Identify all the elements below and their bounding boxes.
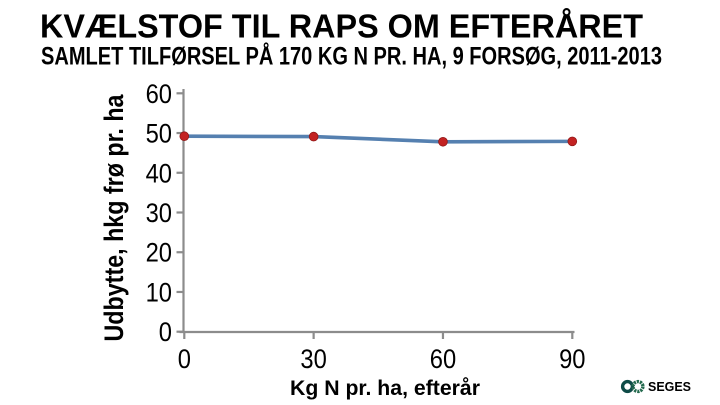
y-tick-label: 60: [146, 79, 172, 109]
logo-ring-right-icon: [631, 379, 645, 394]
x-tick-label: 90: [559, 344, 585, 374]
x-tick-label: 60: [430, 344, 456, 374]
x-tick-label: 30: [300, 344, 326, 374]
y-tick-label: 0: [159, 317, 172, 347]
data-line: [182, 134, 575, 144]
slide-title: KVÆLSTOF TIL RAPS OM EFTERÅRET: [40, 8, 643, 45]
data-series: [179, 131, 578, 147]
x-axis-title: Kg N pr. ha, efterår: [290, 376, 481, 400]
y-tick-label: 30: [146, 198, 172, 228]
y-axis-title: Udbytte, hkg frø pr. ha: [99, 94, 129, 342]
y-tick-label: 50: [146, 119, 172, 149]
data-point: [179, 131, 190, 142]
chart-axes: [176, 89, 575, 339]
y-tick-label: 20: [146, 238, 172, 268]
y-tick-label: 10: [146, 277, 172, 307]
data-point: [308, 131, 319, 142]
seges-logo: SEGES: [620, 379, 691, 394]
y-axis-tick-labels: 0 10 20 30 40 50 60: [146, 79, 172, 347]
slide-subtitle: SAMLET TILFØRSEL PÅ 170 KG N PR. HA, 9 F…: [41, 42, 662, 71]
y-tick-label: 40: [146, 158, 172, 188]
logo-text: SEGES: [648, 380, 691, 394]
logo-ring-left-icon: [620, 379, 635, 394]
data-point: [438, 136, 448, 147]
data-point: [567, 136, 578, 147]
x-tick-label: 0: [178, 344, 191, 374]
x-axis-tick-labels: 0 30 60 90: [178, 344, 586, 374]
